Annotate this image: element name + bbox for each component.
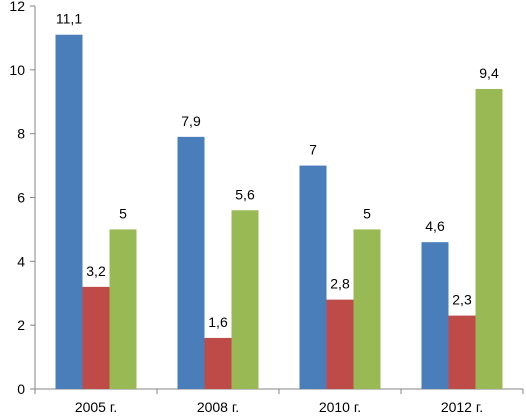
data-label: 9,4 xyxy=(479,65,499,81)
y-tick-label: 8 xyxy=(17,126,25,142)
y-tick-label: 2 xyxy=(17,317,25,333)
data-label: 7,9 xyxy=(181,113,201,129)
y-tick-label: 0 xyxy=(17,381,25,397)
x-axis: 2005 г. 2008 г. 2010 г. 2012 г. xyxy=(34,388,524,415)
x-tick-label: 2005 г. xyxy=(75,399,117,415)
bar xyxy=(82,286,110,389)
data-label: 1,6 xyxy=(208,314,228,330)
y-tick-label: 12 xyxy=(9,0,25,14)
bar xyxy=(353,229,381,389)
bar xyxy=(231,210,259,389)
y-tick-label: 6 xyxy=(17,190,25,206)
bar xyxy=(109,229,137,389)
bar xyxy=(421,242,449,389)
y-tick-label: 4 xyxy=(17,253,25,269)
data-label: 5 xyxy=(119,205,127,221)
bar xyxy=(55,34,83,389)
data-label: 3,2 xyxy=(86,263,106,279)
bar xyxy=(177,136,205,389)
data-label: 7 xyxy=(309,142,317,158)
data-label: 5 xyxy=(363,205,371,221)
data-labels: 11,1 3,2 5 7,9 1,6 5,6 7 2,8 5 4,6 2,3 9,4 xyxy=(56,11,499,330)
data-label: 11,1 xyxy=(56,11,82,27)
bar xyxy=(299,165,327,389)
x-tick-label: 2008 г. xyxy=(197,399,239,415)
data-label: 2,8 xyxy=(330,276,350,292)
x-tick-label: 2010 г. xyxy=(319,399,361,415)
bar xyxy=(326,299,354,389)
x-tick-label: 2012 г. xyxy=(441,399,483,415)
y-axis: 0 2 4 6 8 10 12 xyxy=(9,0,36,397)
y-tick-label: 10 xyxy=(9,62,25,78)
bar xyxy=(204,337,232,389)
data-label: 2,3 xyxy=(452,292,472,308)
data-label: 4,6 xyxy=(425,218,445,234)
bar xyxy=(475,88,503,389)
data-label: 5,6 xyxy=(235,186,255,202)
bar xyxy=(448,315,476,389)
bars xyxy=(55,34,503,389)
